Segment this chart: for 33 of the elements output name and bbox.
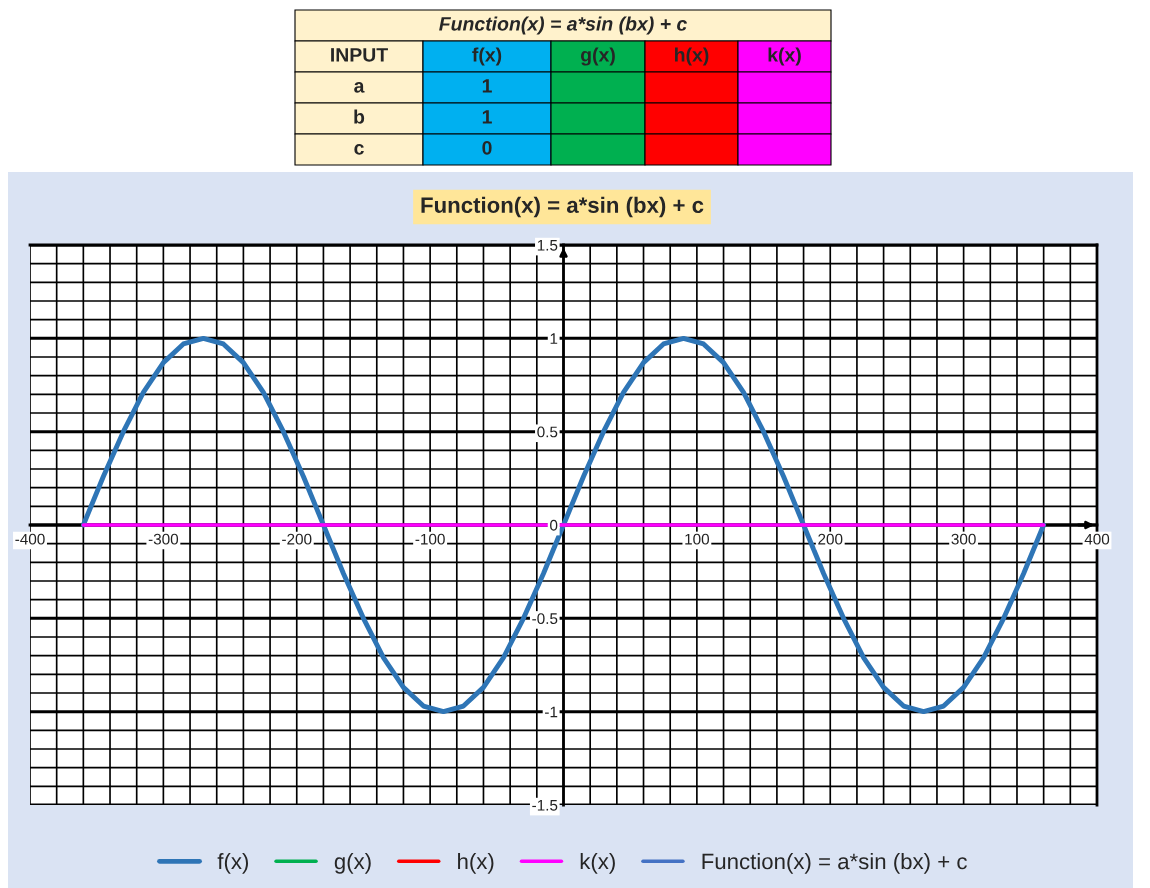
- text: 1: [482, 110, 492, 124]
- legend-label: k(x): [580, 853, 615, 874]
- x-tick-label: -200: [282, 533, 312, 545]
- y-tick-label: -1: [545, 706, 558, 718]
- legend-label: Function(x) = a*sin (bx) + c: [702, 853, 967, 874]
- y-tick-label: 1.5: [537, 240, 558, 251]
- x-tick-label: 300: [951, 533, 976, 545]
- y-tick-label: 0.5: [537, 426, 558, 438]
- y-tick-label: 0: [550, 519, 558, 531]
- y-tick-label: 1: [550, 333, 558, 344]
- text: g(x): [580, 47, 615, 66]
- text: 0: [482, 140, 492, 155]
- x-tick-label: -100: [415, 533, 445, 545]
- chart-title: Function(x) = a*sin (bx) + c: [421, 196, 704, 218]
- legend-label: h(x): [458, 853, 494, 874]
- x-tick-label: -300: [148, 533, 179, 545]
- y-tick-label: -1.5: [532, 800, 558, 811]
- legend-label: f(x): [217, 853, 249, 874]
- legend-label: g(x): [334, 853, 371, 874]
- text: k(x): [768, 47, 801, 66]
- x-tick-label: 200: [818, 533, 843, 545]
- x-tick-label: 400: [1084, 533, 1110, 545]
- x-tick-label: -400: [15, 533, 45, 545]
- y-tick-label: -0.5: [532, 613, 558, 625]
- text: c: [354, 144, 364, 155]
- text: h(x): [675, 47, 709, 66]
- text: f(x): [472, 47, 502, 66]
- x-tick-label: 100: [685, 533, 710, 545]
- text: a: [354, 82, 365, 93]
- text: Function(x) = a*sin (bx) + c: [439, 16, 687, 35]
- text: INPUT: [331, 48, 388, 62]
- text: b: [354, 109, 365, 124]
- text: 1: [482, 79, 492, 93]
